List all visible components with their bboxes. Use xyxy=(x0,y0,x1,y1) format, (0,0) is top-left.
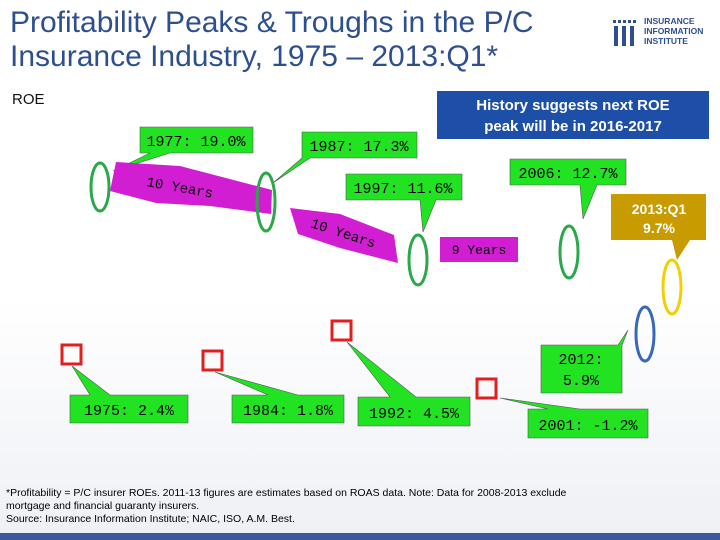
peak-label-1997: 1997: 11.6% xyxy=(353,181,453,198)
peak-marker-1977 xyxy=(89,161,111,213)
history-note-line-1: History suggests next ROE xyxy=(476,97,669,114)
trough-marker-1975 xyxy=(60,343,83,366)
title-line-2: Insurance Industry, 1975 – 2013:Q1* xyxy=(10,40,499,73)
logo-line: INSTITUTE xyxy=(644,36,688,46)
peak-marker-1997 xyxy=(407,233,429,287)
logo-line: INSURANCE xyxy=(644,16,695,26)
logo-line: INFORMATION xyxy=(644,26,704,36)
trough-callout-1992: 1992: 4.5% xyxy=(346,341,471,427)
footnote-line-1: *Profitability = P/C insurer ROEs. 2011-… xyxy=(6,487,567,499)
logo-mark-icon xyxy=(613,20,636,46)
bottom-bar xyxy=(0,533,720,540)
trough-marker-2001 xyxy=(475,377,498,400)
title-line-1: Profitability Peaks & Troughs in the P/C xyxy=(10,6,534,39)
peak-callout-1977: 1977: 19.0% xyxy=(112,126,254,172)
peak-callout-2006: 2006: 12.7% xyxy=(509,158,627,220)
trough-label-1975: 1975: 2.4% xyxy=(84,403,175,420)
peak-callout-1987: 1987: 17.3% xyxy=(272,131,418,184)
footnote: *Profitability = P/C insurer ROEs. 2011-… xyxy=(6,487,718,526)
recent-marker-2013 xyxy=(661,258,683,316)
trough-label-1984: 1984: 1.8% xyxy=(243,403,334,420)
peak-callout-1997: 1997: 11.6% xyxy=(345,173,463,233)
latest-label-line-2: 9.7% xyxy=(643,220,675,236)
recent-label-2012-line-2: 5.9% xyxy=(563,373,600,390)
peak-label-1987: 1987: 17.3% xyxy=(309,139,409,156)
peak-marker-2006 xyxy=(558,224,580,280)
peak-label-2006: 2006: 12.7% xyxy=(518,166,618,183)
peak-label-1977: 1977: 19.0% xyxy=(146,134,246,151)
trough-marker-1984 xyxy=(201,349,224,372)
recent-label-2012-line-1: 2012: xyxy=(558,352,603,369)
cycle-callout-3: 9 Years xyxy=(440,237,518,262)
trough-label-2001: 2001: -1.2% xyxy=(538,418,638,435)
trough-label-1992: 1992: 4.5% xyxy=(369,406,460,423)
latest-label-line-1: 2013:Q1 xyxy=(632,201,687,217)
logo-text: INSURANCE INFORMATION INSTITUTE xyxy=(644,16,703,46)
page-title: Profitability Peaks & Troughs in the P/C… xyxy=(10,6,600,74)
history-note-line-2: peak will be in 2016-2017 xyxy=(484,118,662,135)
history-note-box: History suggests next ROE peak will be i… xyxy=(437,91,709,139)
cycle-callout-1: 10 Years xyxy=(110,162,272,214)
recent-callout-2012: 2012: 5.9% xyxy=(540,329,629,394)
cycle-label-3: 9 Years xyxy=(452,243,507,258)
latest-callout-2013: 2013:Q1 9.7% xyxy=(611,194,706,260)
trough-marker-1992 xyxy=(330,319,353,342)
iii-logo: INSURANCE INFORMATION INSTITUTE xyxy=(612,14,712,58)
trough-callout-1975: 1975: 2.4% xyxy=(69,365,189,424)
recent-marker-2012 xyxy=(634,305,656,363)
y-axis-label: ROE xyxy=(12,91,45,108)
footnote-line-2: mortgage and financial guaranty insurers… xyxy=(6,500,200,512)
trough-callout-1984: 1984: 1.8% xyxy=(214,371,345,424)
cycle-callout-2: 10 Years xyxy=(290,208,398,263)
footnote-line-3: Source: Insurance Information Institute;… xyxy=(6,513,295,525)
trough-callout-2001: 2001: -1.2% xyxy=(499,397,649,439)
peak-marker-1987 xyxy=(255,171,277,233)
